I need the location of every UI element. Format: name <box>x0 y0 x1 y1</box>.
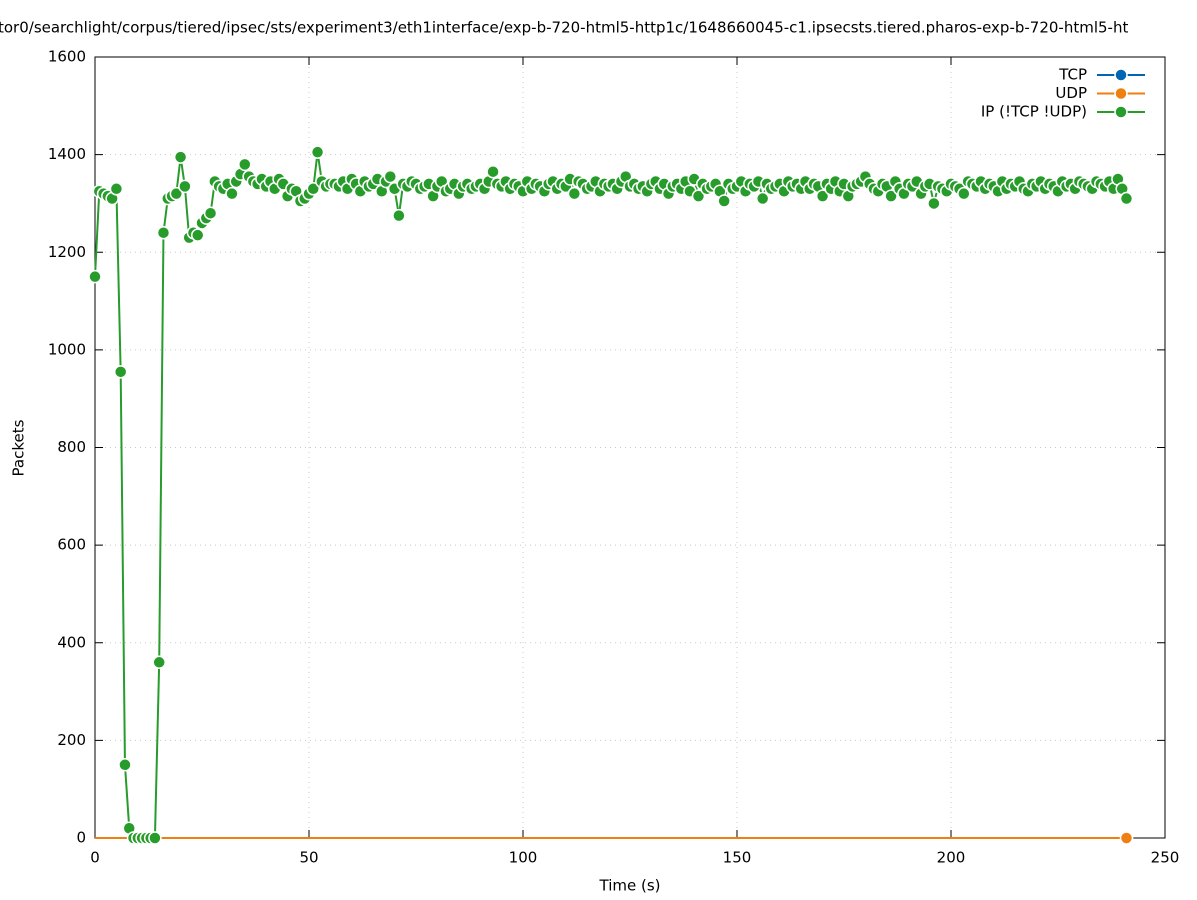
data-point <box>691 189 706 203</box>
data-point <box>109 182 124 196</box>
legend-marker <box>1114 86 1128 101</box>
data-point <box>755 191 770 206</box>
y-tick-label: 600 <box>57 536 86 554</box>
data-point <box>178 179 192 194</box>
data-point <box>203 206 218 220</box>
x-tick-label: 50 <box>299 849 318 867</box>
data-point <box>957 186 971 201</box>
data-point <box>156 225 171 240</box>
x-axis-label: Time (s) <box>599 877 661 895</box>
data-point <box>148 831 162 845</box>
y-tick-label: 800 <box>57 438 86 456</box>
x-tick-label: 200 <box>937 849 966 867</box>
data-point <box>1119 191 1134 206</box>
data-point <box>486 164 500 179</box>
legend-label: UDP <box>1055 84 1087 102</box>
y-tick-label: 1400 <box>48 145 86 163</box>
data-point <box>383 169 398 184</box>
legend-label: IP (!TCP !UDP) <box>981 103 1087 121</box>
chart-title: tor0/searchlight/corpus/tiered/ipsec/sts… <box>0 19 1128 37</box>
data-point <box>225 186 239 201</box>
y-tick-label: 400 <box>57 633 86 651</box>
y-tick-label: 0 <box>76 829 86 847</box>
data-point <box>567 186 582 201</box>
y-tick-label: 1200 <box>48 243 86 261</box>
data-point <box>310 145 325 159</box>
data-point <box>152 655 166 670</box>
x-tick-label: 0 <box>90 849 100 867</box>
y-tick-label: 1000 <box>48 340 86 358</box>
data-point <box>1119 831 1134 845</box>
data-point <box>392 208 406 223</box>
x-tick-label: 250 <box>1151 849 1180 867</box>
series-line <box>94 152 1128 839</box>
data-point <box>815 189 830 203</box>
data-point <box>88 269 102 284</box>
data-point <box>169 186 184 201</box>
data-point <box>118 758 132 772</box>
data-point <box>884 189 898 203</box>
x-tick-label: 100 <box>509 849 538 867</box>
x-tick-label: 150 <box>723 849 752 867</box>
data-point <box>238 157 252 172</box>
legend-marker <box>1114 105 1128 119</box>
data-point <box>173 150 188 164</box>
data-point <box>927 196 941 211</box>
y-axis-label: Packets <box>10 419 28 476</box>
legend-marker <box>1114 68 1128 82</box>
data-point <box>190 228 205 242</box>
data-point <box>717 194 731 208</box>
y-tick-label: 1600 <box>48 48 86 66</box>
legend-label: TCP <box>1058 66 1087 84</box>
y-tick-label: 200 <box>57 731 86 749</box>
data-point <box>113 365 128 379</box>
data-point <box>306 182 321 196</box>
